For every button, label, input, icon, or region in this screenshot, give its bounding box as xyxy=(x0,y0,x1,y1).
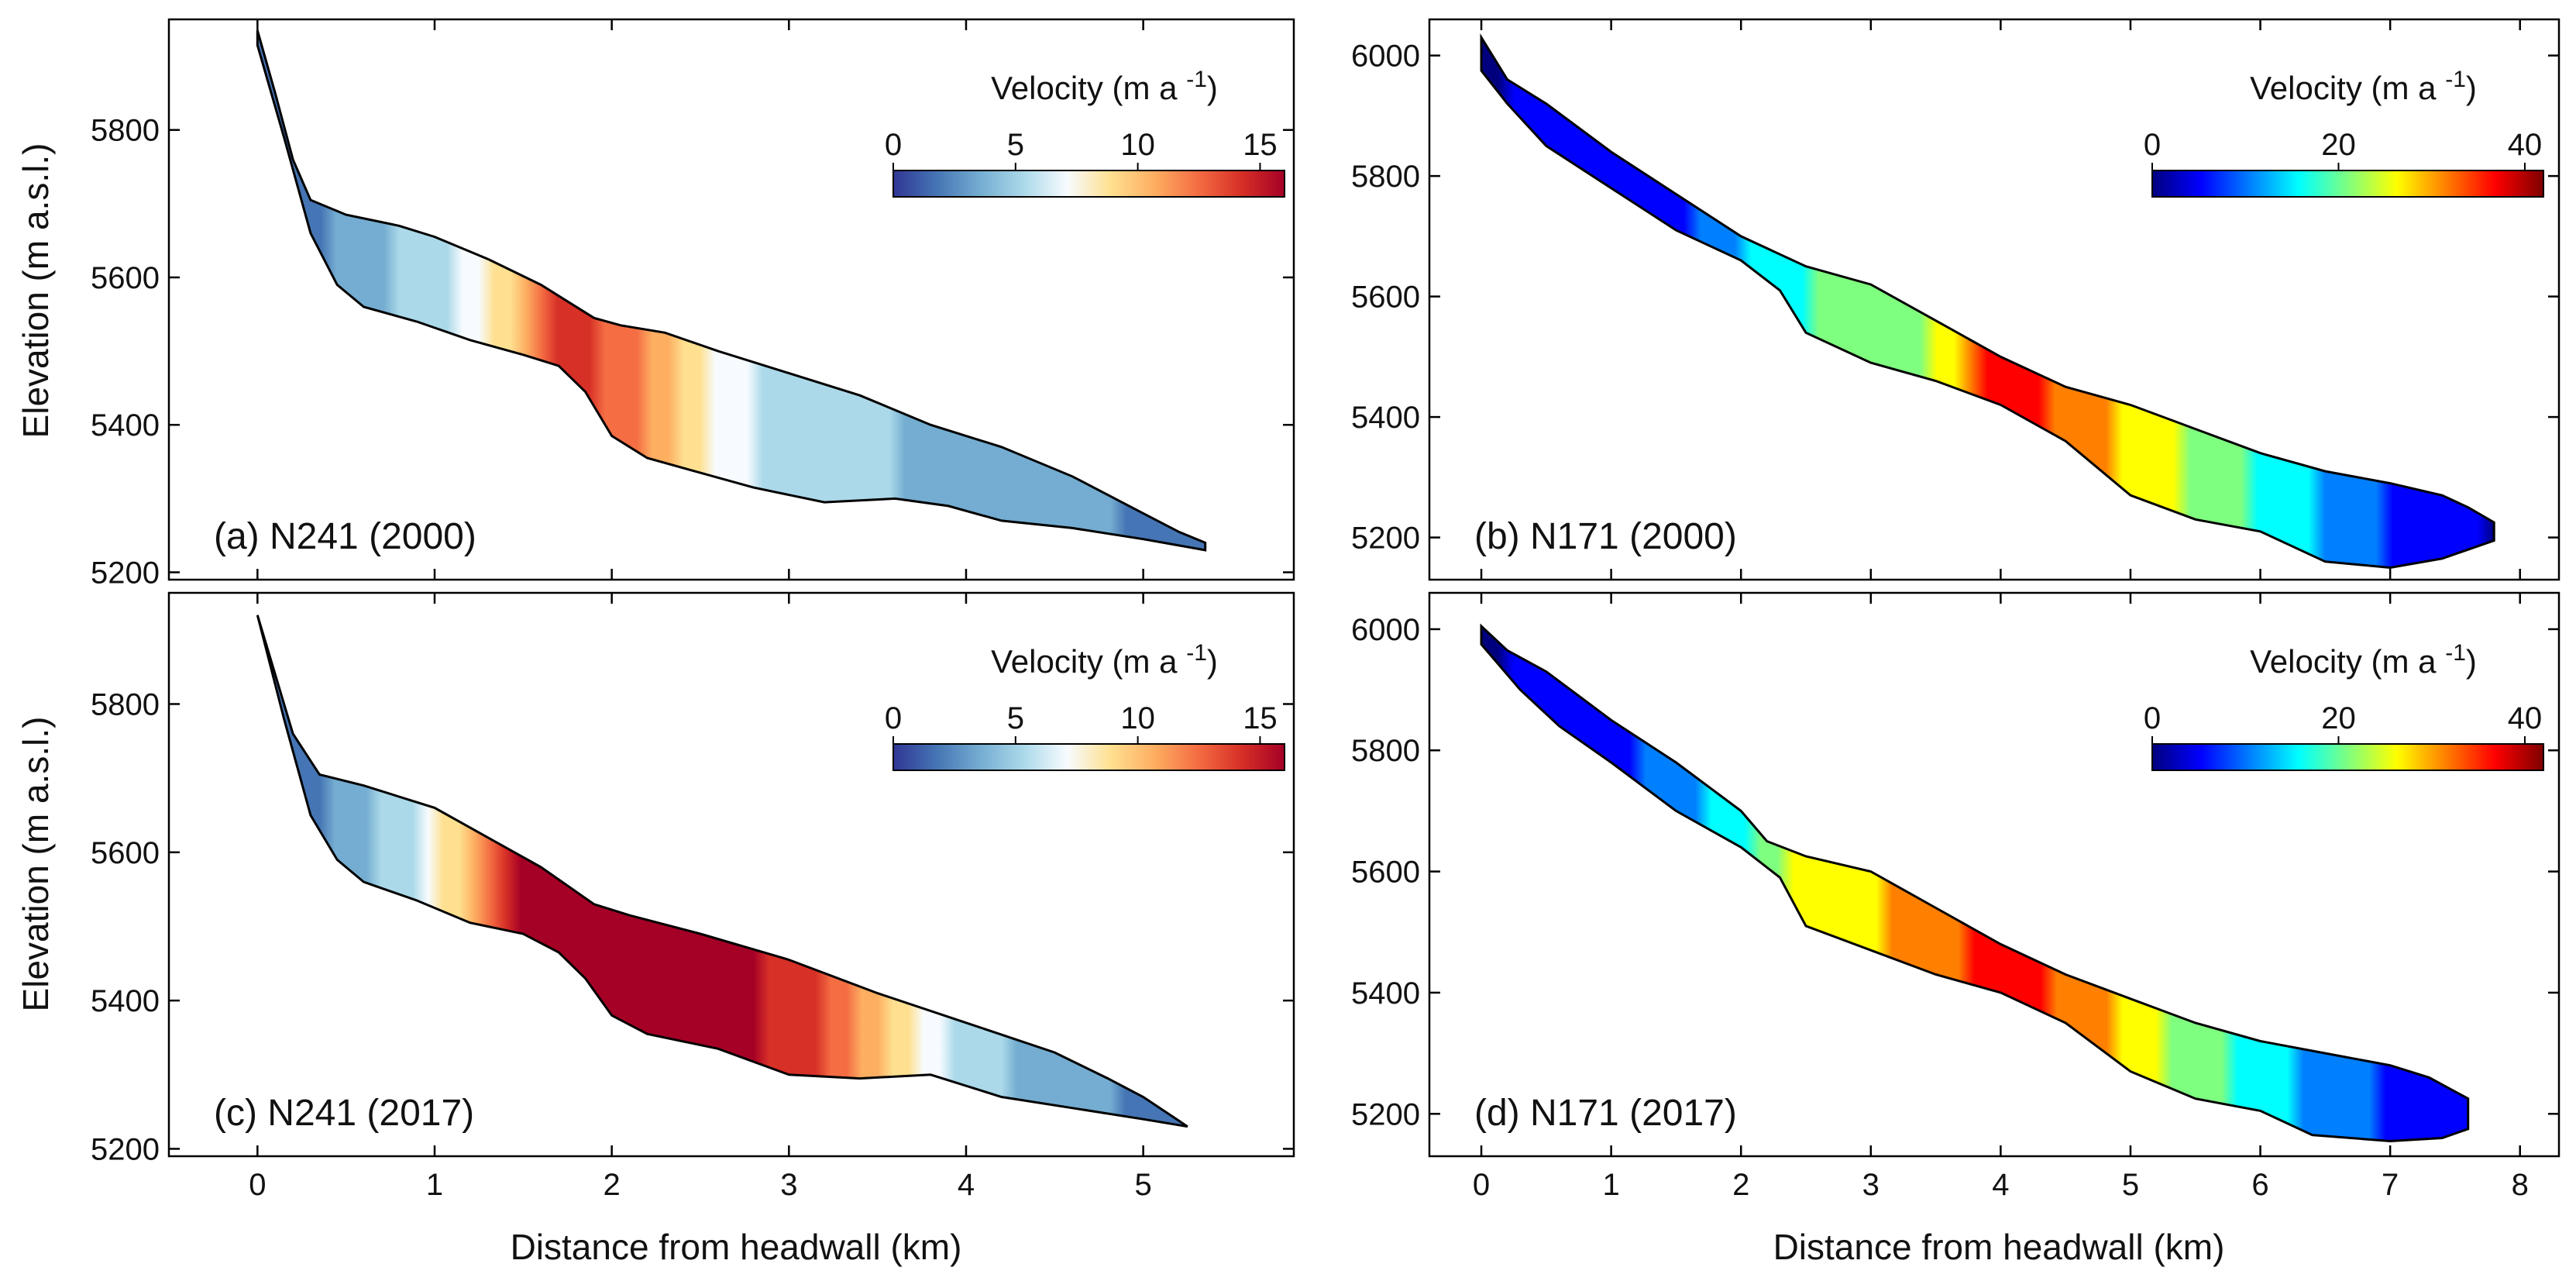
panel-title: (c) N241 (2017) xyxy=(214,1093,474,1134)
x-tick-label: 1 xyxy=(426,1168,443,1202)
axes-frame xyxy=(167,18,1295,581)
y-tick-label: 5400 xyxy=(91,408,160,442)
axes-frame xyxy=(1428,591,2561,1158)
x-tick-label: 1 xyxy=(1602,1168,1619,1202)
x-tick-label: 7 xyxy=(2382,1168,2399,1202)
y-tick-label: 5800 xyxy=(1351,734,1420,768)
axes-frame xyxy=(1428,18,2561,581)
x-tick-label: 0 xyxy=(249,1168,266,1202)
y-tick-label: 5600 xyxy=(1351,856,1420,890)
x-tick-label: 8 xyxy=(2512,1168,2529,1202)
x-tick-label: 4 xyxy=(1992,1168,2009,1202)
colorbar xyxy=(2151,170,2544,198)
x-tick-label: 0 xyxy=(1473,1168,1490,1202)
panel-a-n241-2000: 5200 5400 5600 5800 (a) N241 (2000) 0 5 10 15 Vel… xyxy=(91,18,1295,590)
x-tick-label: 3 xyxy=(1862,1168,1880,1202)
x-axis-label-left: Distance from headwall (km) xyxy=(511,1227,962,1267)
x-axis-label-right: Distance from headwall (km) xyxy=(1773,1227,2225,1267)
colorbar-tick-label: 10 xyxy=(1120,128,1155,162)
glacier-velocity-field xyxy=(256,615,1188,1128)
colorbar-tick-label: 20 xyxy=(2321,701,2356,735)
colorbar xyxy=(892,743,1285,771)
y-tick-label: 5200 xyxy=(1351,522,1420,556)
x-tick-label: 3 xyxy=(780,1168,797,1202)
colorbar xyxy=(892,170,1285,198)
x-tick-label: 2 xyxy=(604,1168,621,1202)
panel-b-n171-2000: 5200 5400 5600 5800 6000 (b) N171 (2000) 0 20 40… xyxy=(1351,18,2561,581)
y-tick-label: 5600 xyxy=(91,836,160,870)
y-axis-label-bottom: Elevation (m a.s.l.) xyxy=(15,717,56,1012)
y-tick-label: 6000 xyxy=(1351,613,1420,647)
glacier-velocity-field xyxy=(256,29,1207,552)
x-tick-label: 4 xyxy=(958,1168,975,1202)
y-axis-label-top: Elevation (m a.s.l.) xyxy=(15,143,56,439)
y-tick-label: 5800 xyxy=(91,114,160,148)
colorbar-label: Velocity (m a -1) xyxy=(2250,640,2477,680)
y-tick-label: 5400 xyxy=(1351,401,1420,435)
glacier-velocity-field xyxy=(1480,623,2470,1143)
panel-c-n241-2017: 5200 5400 5600 5800 0 1 2 3 4 5 (c) N241 (2017) 0 5 1… xyxy=(91,591,1295,1202)
colorbar-tick-label: 15 xyxy=(1243,701,1278,735)
y-tick-label: 5200 xyxy=(91,556,160,590)
x-tick-label: 2 xyxy=(1732,1168,1749,1202)
colorbar-tick-label: 5 xyxy=(1007,701,1024,735)
colorbar-tick-label: 20 xyxy=(2321,128,2356,162)
colorbar-tick-label: 40 xyxy=(2508,701,2543,735)
y-tick-label: 5400 xyxy=(91,984,160,1018)
colorbar-label: Velocity (m a -1) xyxy=(2250,67,2477,106)
colorbar-tick-label: 0 xyxy=(2144,701,2161,735)
colorbar-tick-label: 15 xyxy=(1243,128,1278,162)
colorbar-tick-label: 0 xyxy=(2144,128,2161,162)
colorbar-tick-label: 40 xyxy=(2508,128,2543,162)
colorbar-label: Velocity (m a -1) xyxy=(991,640,1218,680)
panel-title: (a) N241 (2000) xyxy=(214,516,476,557)
panel-title: (b) N171 (2000) xyxy=(1474,516,1737,557)
panel-title: (d) N171 (2017) xyxy=(1474,1093,1737,1134)
glacier-velocity-field xyxy=(1480,33,2495,570)
y-tick-label: 5200 xyxy=(91,1132,160,1166)
y-tick-label: 5800 xyxy=(1351,160,1420,194)
colorbar-tick-label: 5 xyxy=(1007,128,1024,162)
y-tick-label: 5200 xyxy=(1351,1097,1420,1131)
y-tick-label: 5600 xyxy=(91,261,160,295)
y-tick-label: 5800 xyxy=(91,687,160,721)
y-tick-label: 5600 xyxy=(1351,281,1420,315)
colorbar-tick-label: 0 xyxy=(885,128,902,162)
y-tick-label: 6000 xyxy=(1351,40,1420,74)
colorbar xyxy=(2151,743,2544,771)
colorbar-tick-label: 10 xyxy=(1120,701,1155,735)
x-tick-label: 6 xyxy=(2251,1168,2268,1202)
colorbar-tick-label: 0 xyxy=(885,701,902,735)
x-tick-label: 5 xyxy=(2122,1168,2139,1202)
axes-frame xyxy=(167,591,1295,1158)
x-tick-label: 5 xyxy=(1135,1168,1152,1202)
y-tick-label: 5400 xyxy=(1351,976,1420,1011)
panel-d-n171-2017: 5200 5400 5600 5800 6000 0 1 2 3 4 5 6 7 8 (d) N171 (2… xyxy=(1351,591,2561,1202)
colorbar-label: Velocity (m a -1) xyxy=(991,67,1218,106)
